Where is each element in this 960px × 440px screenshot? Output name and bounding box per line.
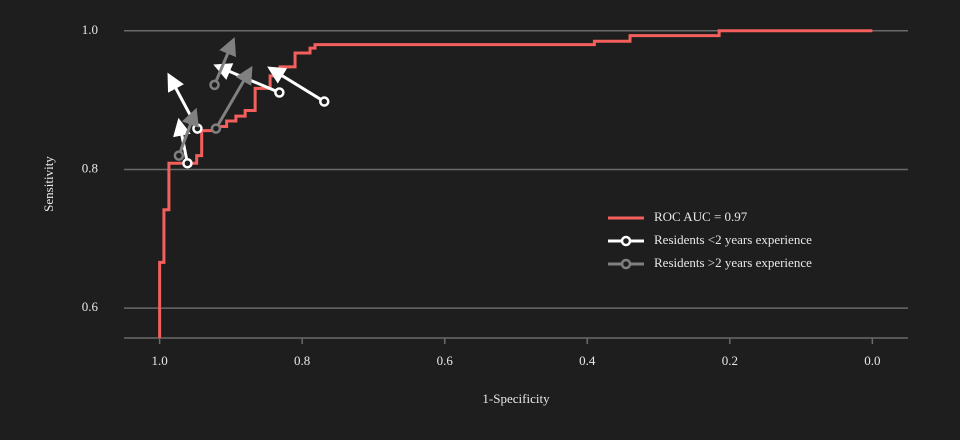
- x-tick-label: 0.2: [722, 353, 738, 368]
- legend: ROC AUC = 0.97 Residents <2 years experie…: [608, 209, 812, 270]
- plot-area: 1.0 0.8 0.6 1.0 0.8 0.6 0.4 0.2 0.0: [82, 22, 908, 368]
- y-tick-label: 0.6: [82, 299, 99, 314]
- y-tick-label: 0.8: [82, 160, 98, 175]
- x-tick-label: 0.0: [864, 353, 880, 368]
- arrow: [167, 72, 199, 130]
- legend-marker: [620, 258, 632, 270]
- arrow: [214, 65, 253, 130]
- point: [319, 96, 330, 107]
- legend-marker: [620, 235, 632, 247]
- y-tick-label: 1.0: [82, 22, 98, 37]
- roc-curve: [158, 29, 873, 338]
- legend-label: Residents >2 years experience: [654, 255, 812, 270]
- point: [192, 123, 203, 134]
- y-axis-label: Sensitivity: [41, 156, 56, 212]
- arrow: [177, 107, 199, 157]
- legend-label: ROC AUC = 0.97: [654, 209, 748, 224]
- x-axis-label: 1-Specificity: [482, 391, 550, 406]
- legend-label: Residents <2 years experience: [654, 232, 812, 247]
- arrow: [267, 66, 326, 103]
- x-tick-label: 0.4: [579, 353, 596, 368]
- point: [274, 87, 285, 98]
- x-tick-label: 0.8: [294, 353, 310, 368]
- point: [209, 79, 220, 91]
- point: [173, 150, 185, 161]
- point: [182, 158, 193, 169]
- point: [210, 123, 222, 134]
- x-tick-label: 0.6: [437, 353, 454, 368]
- x-tick-label: 1.0: [152, 353, 168, 368]
- arrow: [213, 37, 236, 86]
